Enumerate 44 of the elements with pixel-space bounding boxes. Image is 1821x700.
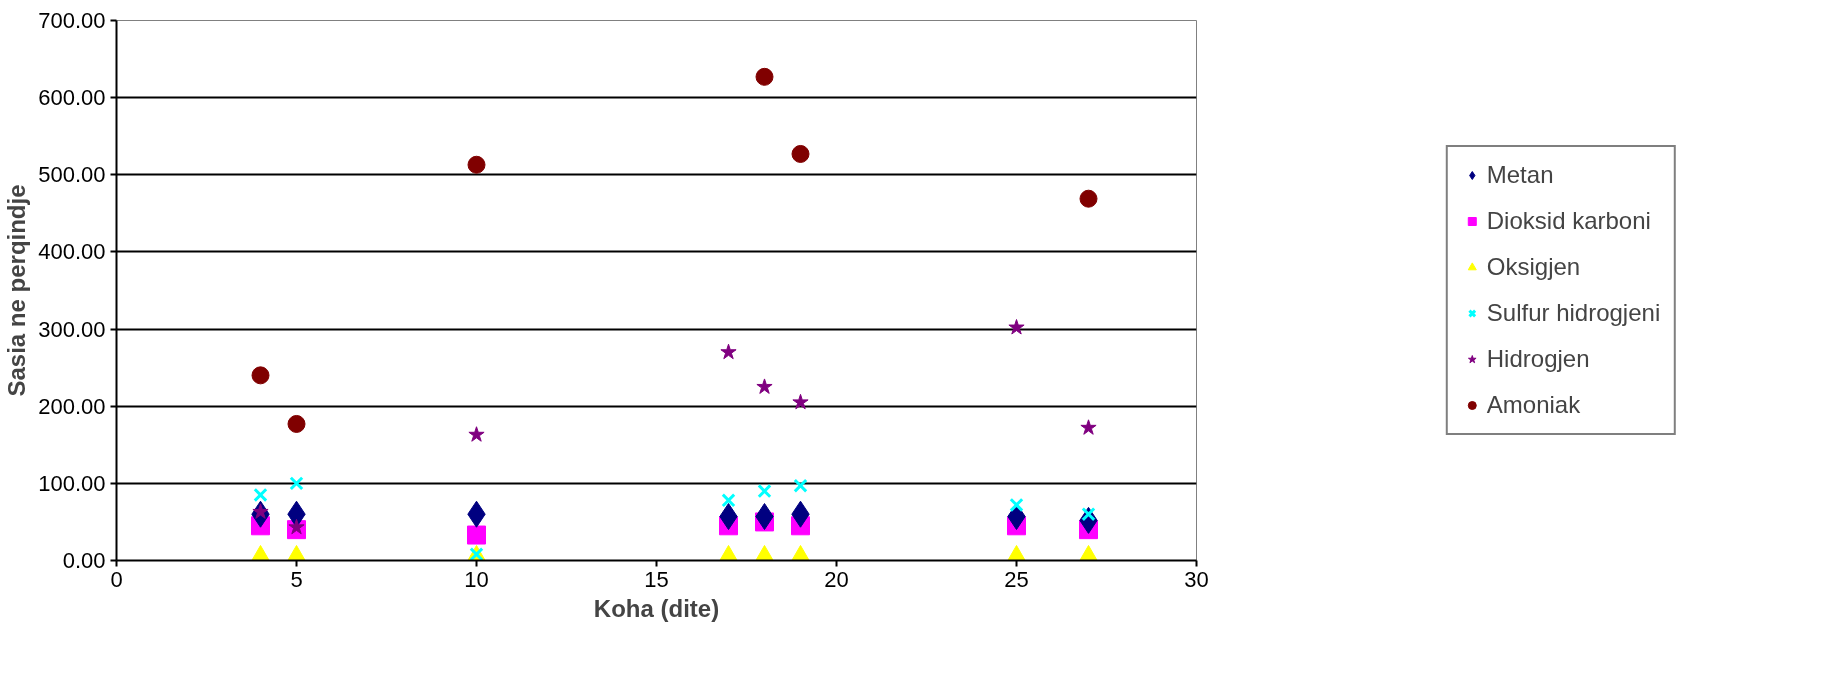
point xyxy=(253,487,268,503)
x-tick-label: 0 xyxy=(110,566,123,592)
point xyxy=(287,414,306,433)
point xyxy=(720,343,737,360)
point xyxy=(469,547,484,561)
x-tick-label: 30 xyxy=(1184,566,1209,592)
point xyxy=(1080,419,1097,435)
y-axis-title: Sasia ne perqindje xyxy=(3,184,31,397)
x-tick-label: 5 xyxy=(290,566,303,592)
y-tick-label: 400.00 xyxy=(38,239,106,265)
legend-label: Oksigjen xyxy=(1486,253,1581,281)
point xyxy=(757,483,772,499)
point xyxy=(1008,319,1025,335)
point xyxy=(791,144,810,163)
y-tick-label: 500.00 xyxy=(38,162,106,188)
legend-label: Dioksid karboni xyxy=(1486,207,1651,235)
point xyxy=(1009,497,1024,513)
point xyxy=(792,393,809,410)
legend-label: Hidrogjen xyxy=(1486,345,1590,373)
y-tick-label: 0.00 xyxy=(62,548,106,573)
point xyxy=(467,525,486,545)
point xyxy=(288,518,305,535)
y-tick-label: 300.00 xyxy=(38,316,106,342)
x-tick-label: 15 xyxy=(644,566,669,592)
point xyxy=(721,493,736,508)
x-tick-label: 25 xyxy=(1004,566,1029,592)
point xyxy=(289,476,304,491)
x-tick-label: 10 xyxy=(464,566,489,592)
point xyxy=(793,478,808,493)
point xyxy=(755,67,774,86)
legend-label: Metan xyxy=(1486,161,1554,189)
legend-label: Sulfur hidrogjeni xyxy=(1486,299,1661,327)
x-tick-label: 20 xyxy=(824,566,849,592)
point xyxy=(468,426,485,442)
point xyxy=(251,366,270,385)
point xyxy=(756,378,773,394)
y-tick-label: 100.00 xyxy=(38,470,106,496)
point xyxy=(467,155,486,174)
legend-label: Amoniak xyxy=(1486,391,1581,419)
y-tick-label: 200.00 xyxy=(38,393,106,419)
x-axis-title: Koha (dite) xyxy=(593,594,720,622)
point xyxy=(1079,189,1098,208)
y-tick-label: 700.00 xyxy=(38,8,106,33)
y-tick-label: 600.00 xyxy=(38,85,106,111)
